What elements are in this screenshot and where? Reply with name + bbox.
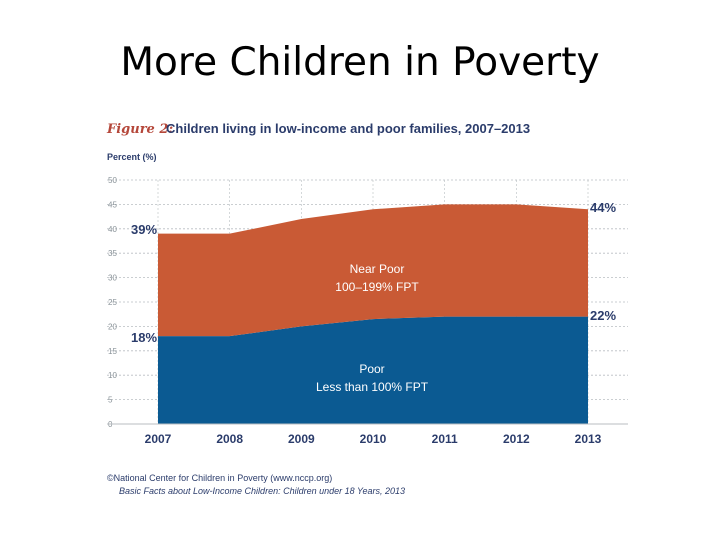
series-sublabel-near-poor: 100–199% FPT — [335, 280, 419, 294]
x-tick-label: 2010 — [360, 432, 387, 446]
source-line-1: ©National Center for Children in Poverty… — [107, 473, 332, 483]
x-tick-label: 2007 — [145, 432, 172, 446]
y-tick-label: 40 — [108, 225, 117, 234]
y-tick-label: 15 — [108, 347, 117, 356]
series-sublabel-poor: Less than 100% FPT — [316, 380, 429, 394]
y-tick-label: 35 — [108, 249, 117, 258]
y-tick-label: 45 — [108, 200, 117, 209]
x-tick-label: 2013 — [575, 432, 602, 446]
figure-label: Figure 2: — [106, 122, 173, 137]
annotation-end-total: 44% — [590, 200, 616, 215]
annotation-start-poor: 18% — [131, 330, 157, 345]
y-tick-labels: 05101520253035404550 — [108, 176, 117, 429]
series-label-poor: Poor — [359, 362, 384, 376]
y-tick-label: 30 — [108, 274, 117, 283]
x-tick-labels: 2007 2008 2009 2010 2011 2012 2013 — [145, 432, 602, 446]
slide-title: More Children in Poverty — [120, 40, 600, 85]
y-tick-label: 50 — [108, 176, 117, 185]
series-label-near-poor: Near Poor — [350, 262, 405, 276]
x-tick-label: 2012 — [503, 432, 530, 446]
figure-caption: Children living in low-income and poor f… — [166, 121, 530, 136]
x-tick-label: 2008 — [216, 432, 243, 446]
area-near-poor — [158, 204, 588, 337]
annotation-end-poor: 22% — [590, 308, 616, 323]
source-line-2: Basic Facts about Low-Income Children: C… — [119, 486, 405, 496]
y-axis-label: Percent (%) — [107, 152, 157, 162]
y-tick-label: 20 — [108, 322, 117, 331]
x-tick-label: 2011 — [432, 432, 458, 446]
x-tick-label: 2009 — [288, 432, 315, 446]
area-poor — [158, 316, 588, 424]
y-tick-label: 10 — [108, 371, 117, 380]
annotation-start-total: 39% — [131, 222, 157, 237]
y-tick-label: 5 — [108, 396, 113, 405]
stacked-areas — [107, 204, 628, 425]
y-tick-label: 25 — [108, 298, 117, 307]
